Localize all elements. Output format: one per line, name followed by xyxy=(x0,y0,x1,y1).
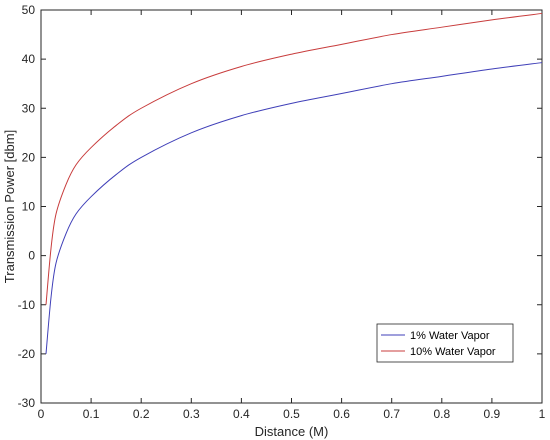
legend-label: 10% Water Vapor xyxy=(410,346,496,358)
y-axis-label: Transmission Power [dbm] xyxy=(2,130,17,283)
x-tick-label: 0.3 xyxy=(183,407,200,421)
x-tick-label: 0.9 xyxy=(484,407,501,421)
legend-label: 1% Water Vapor xyxy=(410,330,490,342)
y-tick-label: 0 xyxy=(28,249,35,263)
y-tick-label: 50 xyxy=(22,3,36,17)
x-tick-label: 1 xyxy=(539,407,546,421)
x-tick-label: 0.5 xyxy=(283,407,300,421)
x-tick-label: 0.1 xyxy=(83,407,100,421)
y-tick-label: 40 xyxy=(22,52,36,66)
y-tick-label: 10 xyxy=(22,200,36,214)
x-tick-label: 0.8 xyxy=(433,407,450,421)
y-axis: -30 -20 -10 0 10 20 30 40 50 xyxy=(18,3,542,410)
x-axis: 0 0.1 0.2 0.3 0.4 0.5 0.6 0.7 0.8 0.9 1 xyxy=(38,10,546,421)
legend-box xyxy=(376,323,514,363)
series-group xyxy=(45,12,543,354)
x-tick-label: 0 xyxy=(38,407,45,421)
series-line-10-water-vapor xyxy=(45,12,543,305)
x-tick-label: 0.7 xyxy=(383,407,400,421)
x-tick-label: 0.2 xyxy=(133,407,150,421)
legend: 1% Water Vapor 10% Water Vapor xyxy=(376,323,514,363)
series-line-1-water-vapor xyxy=(45,62,543,354)
y-tick-label: -10 xyxy=(18,298,36,312)
y-tick-label: 30 xyxy=(22,101,36,115)
x-tick-label: 0.6 xyxy=(333,407,350,421)
y-tick-label: 20 xyxy=(22,150,36,164)
y-tick-label: -20 xyxy=(18,347,36,361)
y-tick-label: -30 xyxy=(18,396,36,410)
x-tick-label: 0.4 xyxy=(233,407,250,421)
x-axis-label: Distance (M) xyxy=(255,424,329,439)
